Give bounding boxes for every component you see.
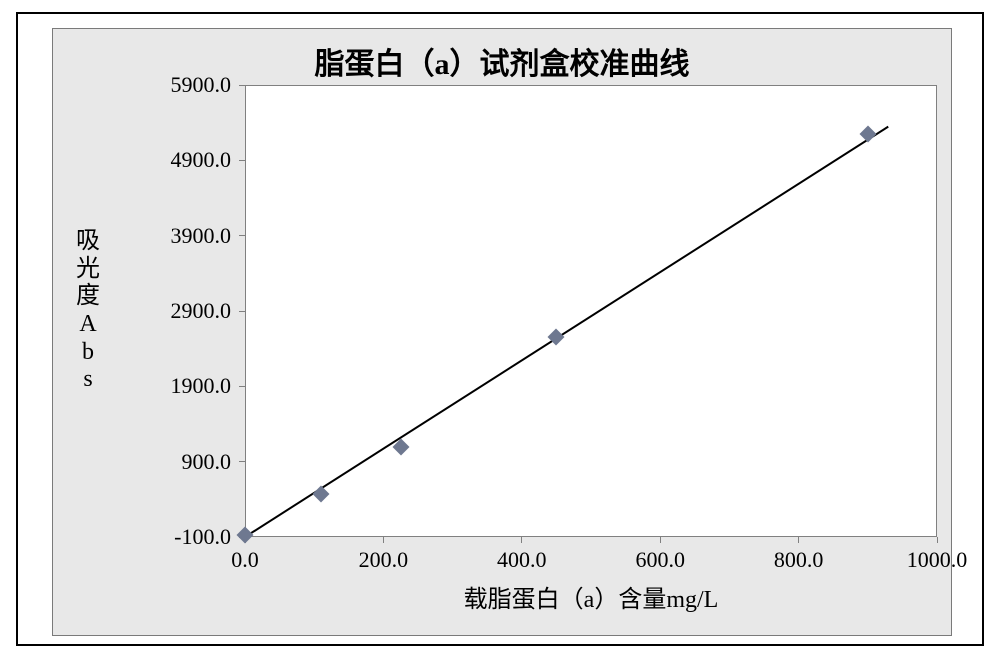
y-tick-label: 3900.0 — [53, 223, 231, 249]
x-tick — [521, 537, 522, 543]
y-tick-label: 1900.0 — [53, 373, 231, 399]
y-tick — [239, 235, 245, 236]
x-tick-label: 200.0 — [333, 547, 433, 573]
x-tick — [937, 537, 938, 543]
y-tick — [239, 160, 245, 161]
y-tick — [239, 311, 245, 312]
y-tick — [239, 461, 245, 462]
y-tick-label: 2900.0 — [53, 298, 231, 324]
y-tick-label: 4900.0 — [53, 147, 231, 173]
y-tick-label: 900.0 — [53, 449, 231, 475]
y-tick — [239, 386, 245, 387]
x-tick — [798, 537, 799, 543]
x-tick-label: 1000.0 — [887, 547, 987, 573]
y-tick — [239, 85, 245, 86]
y-tick-label: 5900.0 — [53, 72, 231, 98]
x-axis-title: 载脂蛋白（a）含量mg/L — [245, 579, 937, 614]
x-tick — [383, 537, 384, 543]
x-tick-label: 0.0 — [195, 547, 295, 573]
x-tick-label: 600.0 — [610, 547, 710, 573]
image-frame: 脂蛋白（a）试剂盒校准曲线 吸光度Abs 载脂蛋白（a）含量mg/L -100.… — [16, 12, 984, 646]
chart-panel: 脂蛋白（a）试剂盒校准曲线 吸光度Abs 载脂蛋白（a）含量mg/L -100.… — [52, 28, 952, 636]
x-tick-label: 400.0 — [472, 547, 572, 573]
x-tick — [660, 537, 661, 543]
x-tick-label: 800.0 — [749, 547, 849, 573]
